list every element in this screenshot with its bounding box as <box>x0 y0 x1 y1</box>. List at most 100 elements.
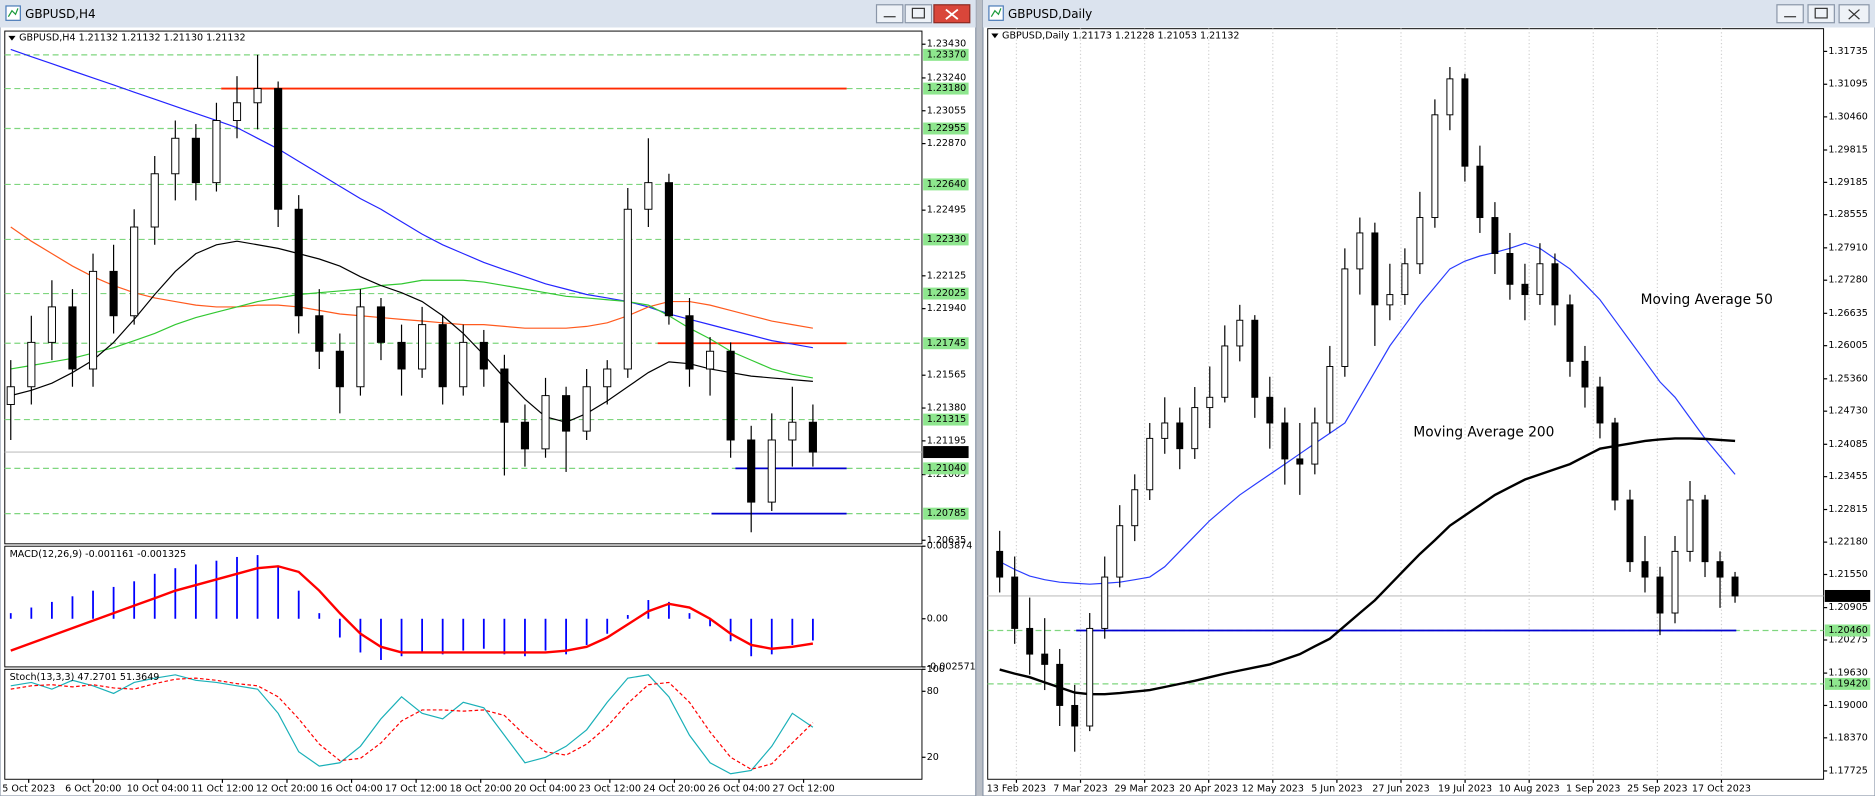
level-label-box <box>1824 624 1871 637</box>
y-tick-label: 1.28555 <box>1828 209 1867 220</box>
current-price-label: 1.21132 <box>927 447 966 458</box>
x-tick-label: 13 Feb 2023 <box>987 783 1046 794</box>
x-tick-label: 24 Oct 20:00 <box>643 783 705 794</box>
y-tick-label: 1.21005 <box>927 469 966 480</box>
candle-body <box>685 315 694 370</box>
candle-body <box>479 341 488 370</box>
x-tick-label: 18 Oct 20:00 <box>450 783 512 794</box>
window-title: GBPUSD,H4 <box>25 7 96 21</box>
level-label-box <box>923 233 969 246</box>
maximize-button[interactable] <box>1807 4 1835 24</box>
candle-body <box>582 386 591 432</box>
level-label: 1.23370 <box>927 49 966 60</box>
close-icon <box>945 8 959 20</box>
candle-body <box>623 208 632 370</box>
candle-body <box>1626 499 1634 563</box>
panel-frame <box>4 668 923 780</box>
minimize-button[interactable] <box>875 4 904 24</box>
level-label: 1.23180 <box>927 83 966 94</box>
candle-body <box>705 350 715 370</box>
header-arrow <box>8 35 16 41</box>
candle-body <box>1146 437 1154 491</box>
y-tick-label: 1.21565 <box>927 370 966 381</box>
y-tick-label: 1.29815 <box>1828 144 1867 155</box>
y-tick-label: 1.19000 <box>1828 700 1867 711</box>
y-tick-label: 1.24730 <box>1828 406 1867 417</box>
level-label: 1.19420 <box>1828 678 1867 689</box>
level-label-box <box>923 82 969 95</box>
candle-body <box>1071 704 1079 727</box>
annotation: Moving Average 50 <box>1641 292 1773 308</box>
candle-body <box>88 270 98 370</box>
y-tick-label: 1.17725 <box>1828 765 1867 776</box>
x-tick-label: 29 Mar 2023 <box>1114 783 1175 794</box>
candle-body <box>1386 294 1394 306</box>
candle-body <box>500 368 509 423</box>
level-label-box <box>923 287 969 300</box>
y-tick-label: 1.21195 <box>927 435 966 446</box>
level-label: 1.21315 <box>927 414 966 425</box>
title-bar[interactable] <box>0 0 976 28</box>
candle-body <box>294 208 303 317</box>
candle-body <box>253 88 262 104</box>
level-label: 1.20460 <box>1828 625 1867 636</box>
x-tick-label: 10 Oct 04:00 <box>127 783 189 794</box>
level-label-box <box>923 48 969 61</box>
candle-body <box>1536 263 1544 296</box>
candle-body <box>1011 576 1019 629</box>
indicator-header: Stoch(13,3,3) 47.2701 51.3649 <box>10 672 160 683</box>
y-tick-label: 1.22125 <box>927 270 966 281</box>
candle-body <box>6 386 15 405</box>
y-tick-label: 1.21940 <box>927 303 966 314</box>
x-tick-label: 7 Mar 2023 <box>1053 783 1107 794</box>
candle-body <box>603 368 612 388</box>
candle-body <box>335 350 344 388</box>
current-price-label: 1.21132 <box>1828 590 1867 601</box>
candle-body <box>520 421 530 450</box>
y-tick-label: 1.18370 <box>1828 732 1867 743</box>
candle-body <box>418 324 427 370</box>
candle-body <box>1251 319 1259 398</box>
candle-body <box>788 421 797 441</box>
candle-body <box>397 341 406 370</box>
y-tick-label: 80 <box>927 686 939 697</box>
moving-average <box>10 48 814 349</box>
candle-body <box>562 395 571 432</box>
level-label: 1.22330 <box>927 234 966 245</box>
level-label-box <box>923 337 969 350</box>
y-tick-label: 1.20905 <box>1828 602 1867 613</box>
candle-body <box>1431 114 1439 219</box>
candle-body <box>1416 217 1424 265</box>
candle-body <box>1356 232 1364 270</box>
title-bar[interactable] <box>982 0 1875 28</box>
y-tick-label: 1.23240 <box>927 72 966 83</box>
window-icon <box>990 8 1002 18</box>
candle-body <box>1566 304 1574 362</box>
y-tick-label: 1.27910 <box>1828 242 1867 253</box>
window-icon <box>5 5 21 21</box>
candle-body <box>1236 319 1244 347</box>
x-tick-label: 5 Oct 2023 <box>2 783 55 794</box>
minimize-button[interactable] <box>1776 4 1804 24</box>
level-label: 1.22955 <box>927 123 966 134</box>
candle-body <box>1281 422 1289 460</box>
level-label-box <box>1824 677 1871 690</box>
window-frame <box>982 0 1875 796</box>
candle-body <box>1086 627 1094 727</box>
candle-body <box>1611 422 1619 501</box>
maximize-button[interactable] <box>904 4 933 24</box>
x-tick-label: 27 Jun 2023 <box>1372 783 1429 794</box>
y-tick-label: 1.23455 <box>1828 471 1867 482</box>
x-tick-label: 20 Apr 2023 <box>1179 783 1238 794</box>
window-title: GBPUSD,Daily <box>1008 7 1092 21</box>
stoch-signal <box>10 677 814 770</box>
candle-body <box>1026 627 1034 655</box>
candle-body <box>47 306 56 343</box>
candle-body <box>1206 396 1214 409</box>
candle-body <box>664 182 673 317</box>
panel-frame <box>4 545 923 668</box>
stoch-main <box>10 674 814 775</box>
y-tick-label: 0.00 <box>927 613 948 624</box>
chart-header: GBPUSD,H4 1.21132 1.21132 1.21130 1.2113… <box>19 33 246 44</box>
level-label: 1.20785 <box>927 508 966 519</box>
